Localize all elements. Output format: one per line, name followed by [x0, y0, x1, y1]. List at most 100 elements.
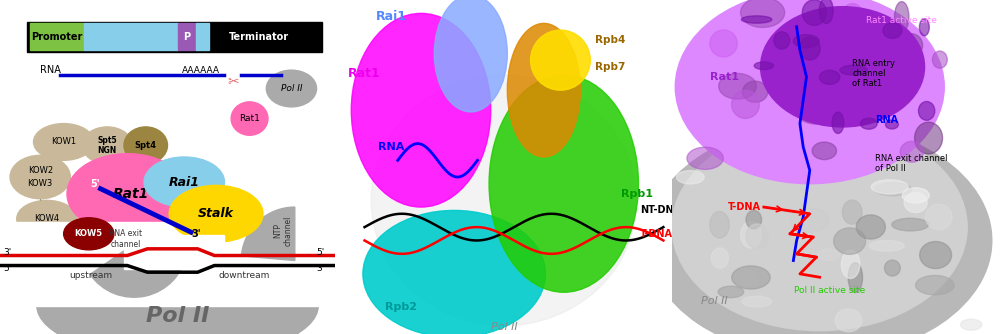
- Ellipse shape: [363, 210, 546, 334]
- Ellipse shape: [860, 98, 903, 112]
- Text: 5': 5': [3, 265, 12, 273]
- Ellipse shape: [842, 4, 863, 26]
- Ellipse shape: [10, 155, 70, 199]
- Ellipse shape: [920, 241, 952, 269]
- Bar: [30, 23, 84, 50]
- Text: Pol II: Pol II: [281, 84, 302, 93]
- Ellipse shape: [832, 112, 844, 134]
- Ellipse shape: [848, 263, 863, 293]
- Ellipse shape: [675, 0, 944, 184]
- Ellipse shape: [904, 193, 927, 212]
- Text: Pol II: Pol II: [701, 296, 728, 306]
- Text: P: P: [183, 32, 190, 42]
- Ellipse shape: [672, 124, 967, 331]
- Ellipse shape: [82, 127, 132, 164]
- Text: ✂: ✂: [227, 75, 239, 89]
- Ellipse shape: [746, 224, 768, 249]
- Ellipse shape: [830, 82, 845, 98]
- Text: Stalk: Stalk: [198, 207, 234, 220]
- Ellipse shape: [792, 91, 826, 114]
- Ellipse shape: [732, 266, 770, 289]
- Text: NTP
channel: NTP channel: [273, 215, 293, 245]
- Ellipse shape: [710, 211, 729, 238]
- Text: Rpb2: Rpb2: [385, 302, 417, 312]
- Ellipse shape: [17, 200, 77, 237]
- Text: Rat1: Rat1: [710, 72, 739, 82]
- Text: KOW3: KOW3: [28, 179, 53, 188]
- Ellipse shape: [434, 0, 507, 112]
- Text: Rpb7: Rpb7: [595, 62, 625, 72]
- Ellipse shape: [489, 75, 638, 292]
- Text: Pol II: Pol II: [146, 306, 209, 326]
- Ellipse shape: [741, 16, 772, 23]
- Ellipse shape: [351, 13, 491, 207]
- Ellipse shape: [169, 185, 263, 242]
- Ellipse shape: [754, 62, 774, 69]
- Ellipse shape: [859, 34, 885, 45]
- Text: 5': 5': [91, 179, 100, 189]
- Ellipse shape: [899, 34, 923, 57]
- Ellipse shape: [710, 30, 737, 57]
- Ellipse shape: [841, 250, 860, 279]
- Ellipse shape: [932, 51, 947, 68]
- Ellipse shape: [711, 248, 728, 268]
- Ellipse shape: [793, 35, 819, 48]
- Ellipse shape: [900, 141, 923, 162]
- Bar: [124, 235, 224, 269]
- Ellipse shape: [531, 30, 590, 90]
- Ellipse shape: [884, 260, 900, 276]
- Text: T-DNA: T-DNA: [640, 229, 673, 239]
- Ellipse shape: [892, 218, 929, 231]
- Text: Promoter: Promoter: [31, 32, 83, 42]
- Ellipse shape: [840, 65, 867, 75]
- Ellipse shape: [792, 159, 819, 171]
- Ellipse shape: [740, 270, 758, 287]
- Ellipse shape: [869, 240, 904, 251]
- Text: AAAAAA: AAAAAA: [182, 66, 220, 74]
- Ellipse shape: [871, 180, 908, 194]
- Ellipse shape: [819, 0, 833, 24]
- Text: 3': 3': [191, 229, 201, 239]
- Ellipse shape: [800, 37, 820, 60]
- Text: Rpb4: Rpb4: [595, 35, 625, 45]
- Text: KOW1: KOW1: [51, 138, 76, 146]
- Text: 3': 3': [3, 248, 12, 257]
- Ellipse shape: [790, 208, 829, 232]
- Ellipse shape: [835, 309, 862, 332]
- Wedge shape: [241, 207, 295, 261]
- Text: Rai1: Rai1: [169, 176, 200, 188]
- Ellipse shape: [814, 81, 853, 112]
- Ellipse shape: [961, 319, 982, 330]
- Ellipse shape: [818, 249, 839, 261]
- Bar: [27, 22, 322, 52]
- Ellipse shape: [741, 0, 785, 27]
- Ellipse shape: [67, 154, 188, 234]
- Text: Rat1: Rat1: [113, 187, 149, 201]
- Text: Spt4: Spt4: [135, 141, 157, 150]
- Text: 3': 3': [317, 265, 325, 273]
- Text: Spt5: Spt5: [97, 136, 117, 145]
- Bar: [84, 23, 178, 50]
- Ellipse shape: [919, 19, 929, 36]
- Bar: [196, 23, 209, 50]
- Ellipse shape: [37, 252, 318, 334]
- Bar: [0, 222, 335, 306]
- Text: NT-DNA: NT-DNA: [640, 205, 681, 215]
- Ellipse shape: [719, 73, 756, 99]
- Text: 5': 5': [317, 248, 325, 257]
- Ellipse shape: [718, 286, 744, 298]
- Ellipse shape: [124, 127, 168, 164]
- Text: RNA exit channel
of Pol II: RNA exit channel of Pol II: [875, 154, 948, 173]
- Text: KOW4: KOW4: [34, 214, 59, 223]
- Ellipse shape: [856, 215, 885, 239]
- Ellipse shape: [875, 183, 912, 196]
- Ellipse shape: [834, 228, 866, 255]
- Ellipse shape: [799, 106, 834, 124]
- Ellipse shape: [231, 102, 268, 135]
- Text: NGN: NGN: [98, 146, 117, 155]
- Ellipse shape: [774, 32, 790, 49]
- Ellipse shape: [34, 124, 94, 160]
- Ellipse shape: [746, 210, 762, 229]
- Ellipse shape: [371, 75, 637, 326]
- Ellipse shape: [885, 120, 898, 129]
